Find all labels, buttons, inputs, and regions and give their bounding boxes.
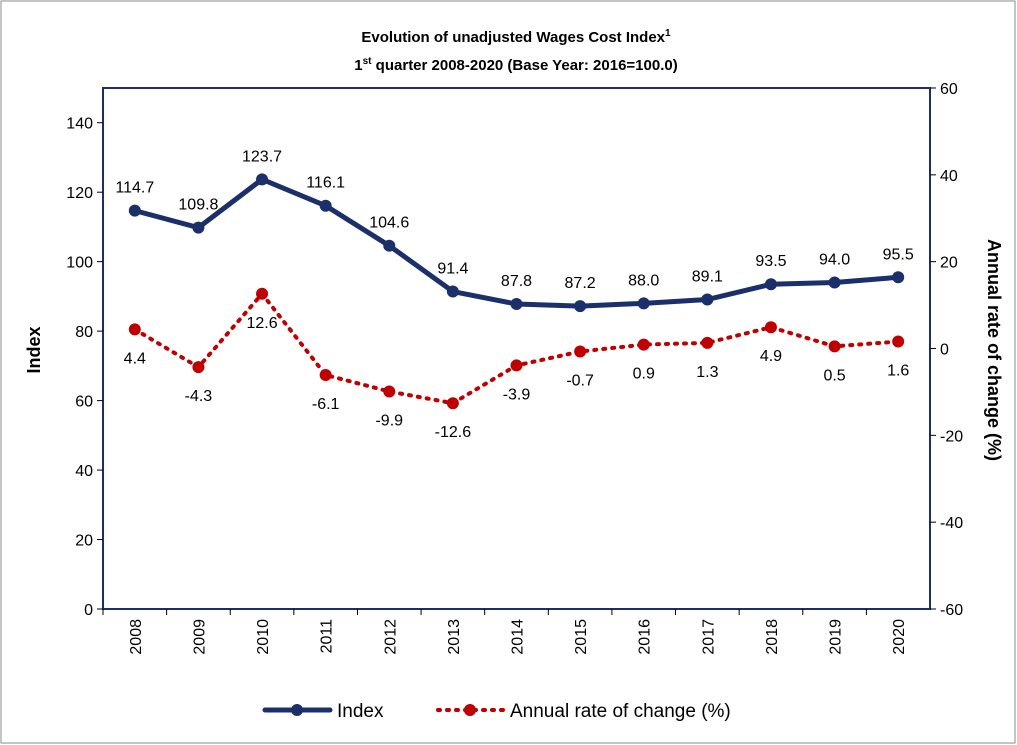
x-tick-label: 2017 <box>700 619 717 655</box>
y2-tick-label: -20 <box>940 428 963 445</box>
data-label: 89.1 <box>692 269 723 286</box>
legend-label: Index <box>337 701 384 722</box>
data-point <box>383 385 396 398</box>
data-point <box>892 335 905 348</box>
data-label: 1.3 <box>696 364 718 381</box>
x-tick-label: 2012 <box>382 619 399 655</box>
data-point <box>128 323 141 336</box>
chart-subtitle: 1st quarter 2008-2020 (Base Year: 2016=1… <box>354 56 677 74</box>
data-point <box>510 298 523 311</box>
x-tick-label: 2016 <box>637 619 654 655</box>
data-point <box>764 321 777 334</box>
y2-tick-label: 20 <box>940 255 958 272</box>
data-point <box>383 239 396 252</box>
data-point <box>764 278 777 291</box>
data-label: 116.1 <box>306 175 345 192</box>
data-label: 87.8 <box>501 273 532 290</box>
data-label: 109.8 <box>178 197 218 214</box>
y2-tick-label: 0 <box>940 342 949 359</box>
data-point <box>828 276 841 289</box>
data-point <box>574 345 587 358</box>
y2-axis-title: Annual rate of change (%) <box>984 239 1004 461</box>
y-tick-label: 60 <box>75 394 93 411</box>
y-tick-label: 0 <box>84 602 93 619</box>
data-label: -6.1 <box>312 396 340 413</box>
data-label: 12.6 <box>246 315 277 332</box>
data-point <box>701 336 714 349</box>
data-point <box>319 199 332 212</box>
data-point <box>192 221 205 234</box>
y2-tick-label: -40 <box>940 515 963 532</box>
data-label: 1.6 <box>887 363 909 380</box>
data-label: 87.2 <box>565 275 596 292</box>
y2-tick-label: 60 <box>940 81 958 98</box>
data-label: 4.9 <box>760 348 782 365</box>
x-tick-label: 2009 <box>191 619 208 655</box>
y-tick-label: 120 <box>66 185 93 202</box>
data-label: -12.6 <box>435 424 472 441</box>
y2-tick-label: 40 <box>940 168 958 185</box>
data-point <box>574 300 587 313</box>
legend-marker <box>464 704 476 716</box>
data-point <box>637 297 650 310</box>
legend-marker <box>291 704 303 716</box>
x-tick-label: 2010 <box>255 619 272 655</box>
data-point <box>192 361 205 374</box>
data-label: -9.9 <box>375 412 403 429</box>
x-tick-label: 2018 <box>764 619 781 655</box>
data-point <box>256 287 269 300</box>
data-label: 88.0 <box>628 272 659 289</box>
data-label: 95.5 <box>883 246 914 263</box>
data-label: 0.9 <box>633 366 655 383</box>
x-tick-label: 2020 <box>891 619 908 655</box>
data-label: -0.7 <box>566 373 594 390</box>
data-label: 0.5 <box>823 367 845 384</box>
data-point <box>319 368 332 381</box>
data-label: 4.4 <box>124 350 146 367</box>
data-label: 93.5 <box>755 253 786 270</box>
y-tick-label: 100 <box>66 255 93 272</box>
x-tick-label: 2011 <box>319 619 336 654</box>
y-tick-label: 20 <box>75 533 93 550</box>
x-tick-label: 2019 <box>828 619 845 655</box>
y2-tick-label: -60 <box>940 602 963 619</box>
y-tick-label: 140 <box>66 116 93 133</box>
x-tick-label: 2013 <box>446 619 463 655</box>
chart-title: Evolution of unadjusted Wages Cost Index… <box>361 28 671 46</box>
data-label: -4.3 <box>185 388 213 405</box>
data-point <box>446 397 459 410</box>
data-point <box>828 340 841 353</box>
data-point <box>128 204 141 217</box>
data-label: 114.7 <box>115 180 154 197</box>
x-tick-label: 2015 <box>573 619 590 655</box>
y-tick-label: 80 <box>75 324 93 341</box>
data-label: 94.0 <box>819 252 850 269</box>
data-label: -3.9 <box>503 386 531 403</box>
data-point <box>637 338 650 351</box>
y-axis-title: Index <box>24 326 44 373</box>
data-point <box>701 293 714 306</box>
data-label: 123.7 <box>242 148 282 165</box>
data-point <box>892 271 905 284</box>
x-tick-label: 2014 <box>510 619 527 655</box>
x-tick-label: 2008 <box>128 619 145 655</box>
y-tick-label: 40 <box>75 463 93 480</box>
data-label: 91.4 <box>437 261 468 278</box>
data-label: 104.6 <box>369 215 409 232</box>
data-point <box>510 359 523 372</box>
data-point <box>446 285 459 298</box>
legend-label: Annual rate of change (%) <box>510 701 731 722</box>
data-point <box>256 173 269 186</box>
